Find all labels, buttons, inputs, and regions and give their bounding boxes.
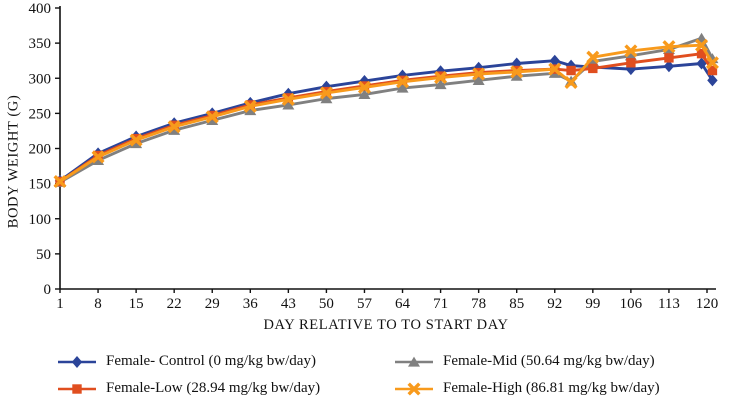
x-tick-label: 50	[319, 296, 334, 312]
series-line	[59, 43, 714, 183]
y-tick-label: 150	[29, 177, 52, 193]
legend-item-female-control: Female- Control (0 mg/kg bw/day)	[57, 353, 394, 370]
y-tick-label: 350	[29, 36, 52, 52]
legend-marker-x-icon	[395, 381, 433, 396]
legend-marker-square-icon	[58, 383, 96, 394]
series-line	[59, 36, 714, 184]
x-tick-label: 1	[56, 296, 64, 312]
x-tick-label: 71	[433, 296, 448, 312]
x-tick-label: 85	[509, 296, 524, 312]
series-line	[59, 52, 714, 183]
legend-label-female-high: Female-High (86.81 mg/kg bw/day)	[443, 380, 660, 396]
legend-item-female-mid: Female-Mid (50.64 mg/kg bw/day)	[394, 353, 717, 370]
y-tick-label: 200	[29, 142, 52, 158]
x-axis-title: DAY RELATIVE TO TO START DAY	[263, 317, 509, 333]
x-tick-label: 29	[205, 296, 220, 312]
series-female-high	[53, 38, 719, 189]
legend-marker-diamond-icon	[58, 355, 96, 368]
y-tick-label: 250	[29, 106, 52, 122]
x-tick-label: 99	[585, 296, 600, 312]
legend-item-female-low: Female-Low (28.94 mg/kg bw/day)	[57, 380, 394, 397]
legend: Female- Control (0 mg/kg bw/day) Female-…	[57, 348, 717, 402]
y-axis-title: BODY WEIGHT (G)	[5, 94, 22, 229]
legend-item-female-high: Female-High (86.81 mg/kg bw/day)	[394, 380, 717, 397]
chart-plot: 0 50 100 150 200 250 300 350 400 1 8 15 22 29 36 43 50 57…	[29, 1, 719, 312]
y-tick-label: 100	[29, 212, 52, 228]
x-tick-label: 43	[281, 296, 296, 312]
series-female-mid	[54, 32, 719, 187]
legend-label-female-mid: Female-Mid (50.64 mg/kg bw/day)	[443, 353, 655, 369]
series-female-	[54, 54, 718, 187]
x-tick-label: 36	[243, 296, 259, 312]
x-tick-label: 15	[129, 296, 144, 312]
legend-marker-triangle-icon	[395, 356, 433, 367]
x-tick-label: 22	[167, 296, 182, 312]
x-tick-label: 57	[357, 296, 373, 312]
series-line	[59, 59, 714, 182]
x-tick-label: 113	[658, 296, 680, 312]
x-tick-label: 106	[620, 296, 643, 312]
legend-label-female-control: Female- Control (0 mg/kg bw/day)	[106, 353, 316, 369]
y-tick-label: 0	[44, 282, 52, 298]
x-tick-label: 120	[696, 296, 719, 312]
y-tick-label: 50	[36, 247, 51, 263]
y-tick-label: 400	[29, 1, 52, 17]
x-tick-label: 8	[94, 296, 102, 312]
x-tick-label: 64	[395, 296, 411, 312]
x-tick-label: 78	[471, 296, 486, 312]
x-tick-label: 92	[547, 296, 562, 312]
legend-label-female-low: Female-Low (28.94 mg/kg bw/day)	[106, 380, 321, 396]
y-tick-label: 300	[29, 71, 52, 87]
